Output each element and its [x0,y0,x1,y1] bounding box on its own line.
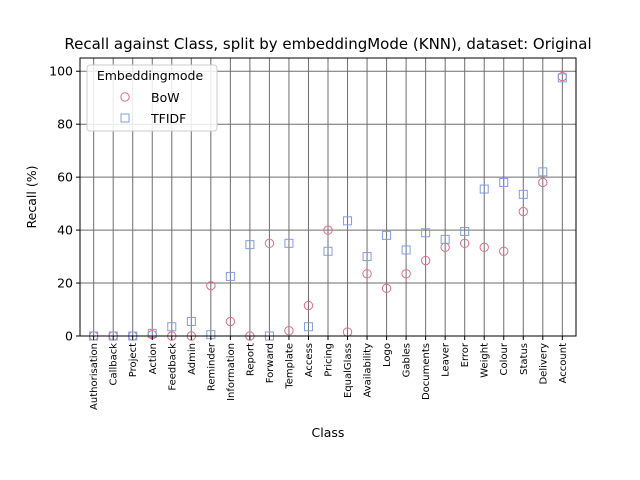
x-tick-label: Account [558,343,569,383]
tfidf-point [479,184,489,194]
bow-point [518,206,528,217]
x-tick-label: Forward [265,343,276,383]
bow-point [420,255,431,266]
x-tick-label: Status [519,343,530,375]
x-tick-label: Pricing [324,343,335,377]
tfidf-point [362,252,372,262]
bow-point [225,316,236,327]
legend-marker-tfidf [120,113,130,123]
y-axis: 0 20 40 60 80 100 [49,64,80,344]
tfidf-point [440,234,450,244]
legend-label-tfidf: TFIDF [150,111,186,126]
x-tick-label: Delivery [538,343,549,385]
y-tick-label: 60 [57,170,73,185]
tfidf-point [343,216,353,226]
x-tick-label: Colour [499,342,510,375]
x-tick-label: Documents [421,343,432,400]
tfidf-point [167,322,177,332]
tfidf-point [382,230,392,240]
legend-marker-bow [120,92,130,102]
x-tick-label: Reminder [206,342,217,391]
y-tick-label: 80 [57,117,73,132]
x-tick-label: Report [245,343,256,376]
bow-point [499,246,509,256]
x-axis: Authorisation Callback Project Action Feedba… [89,336,569,410]
y-axis-label: Recall (%) [24,166,39,229]
legend-title: Embeddingmode [97,68,204,83]
x-tick-label: Error [460,342,471,367]
tfidf-point [303,322,313,332]
tfidf-point [557,73,567,83]
x-tick-label: Feedback [167,343,178,391]
x-tick-label: EqualGlass [343,343,354,398]
bow-point [401,269,411,279]
legend-box [86,64,218,132]
bow-point [323,225,333,235]
legend: Embeddingmode BoW TFIDF [86,64,218,132]
x-tick-label: Weight [480,343,491,378]
y-tick-label: 20 [57,276,73,291]
y-tick-label: 100 [49,64,73,79]
x-tick-label: Action [148,343,159,374]
bow-point [479,242,489,253]
tfidf-point [245,240,255,250]
tfidf-point [499,177,509,187]
tfidf-point [518,189,528,199]
x-tick-label: Admin [187,343,198,375]
x-tick-label: Project [128,343,139,377]
x-tick-label: Template [284,343,295,390]
bow-point [206,280,216,291]
x-tick-label: Information [226,343,237,401]
tfidf-point [323,246,333,256]
y-tick-label: 40 [57,223,73,238]
x-tick-label: Access [304,343,315,377]
bow-point [284,326,294,336]
bow-point [459,238,470,249]
chart-title: Recall against Class, split by embedding… [64,35,591,53]
tfidf-point [401,245,411,255]
x-axis-label: Class [312,425,345,440]
bow-point [538,177,548,188]
x-tick-label: Availability [363,343,374,398]
tfidf-point [460,226,470,236]
tfidf-point [186,316,196,326]
legend-label-bow: BoW [151,90,180,105]
x-tick-label: Gables [402,343,413,377]
x-tick-label: Leaver [441,342,452,377]
tfidf-point [538,167,548,177]
x-tick-label: Callback [109,343,120,386]
tfidf-point [284,238,294,248]
bow-point [381,283,392,294]
x-tick-label: Logo [382,343,393,367]
tfidf-point [421,228,431,238]
x-tick-label: Authorisation [89,343,100,410]
bow-point [362,269,372,279]
tfidf-point [225,271,235,281]
y-tick-label: 0 [65,329,73,344]
bow-point [264,238,275,249]
bow-point [303,300,314,311]
